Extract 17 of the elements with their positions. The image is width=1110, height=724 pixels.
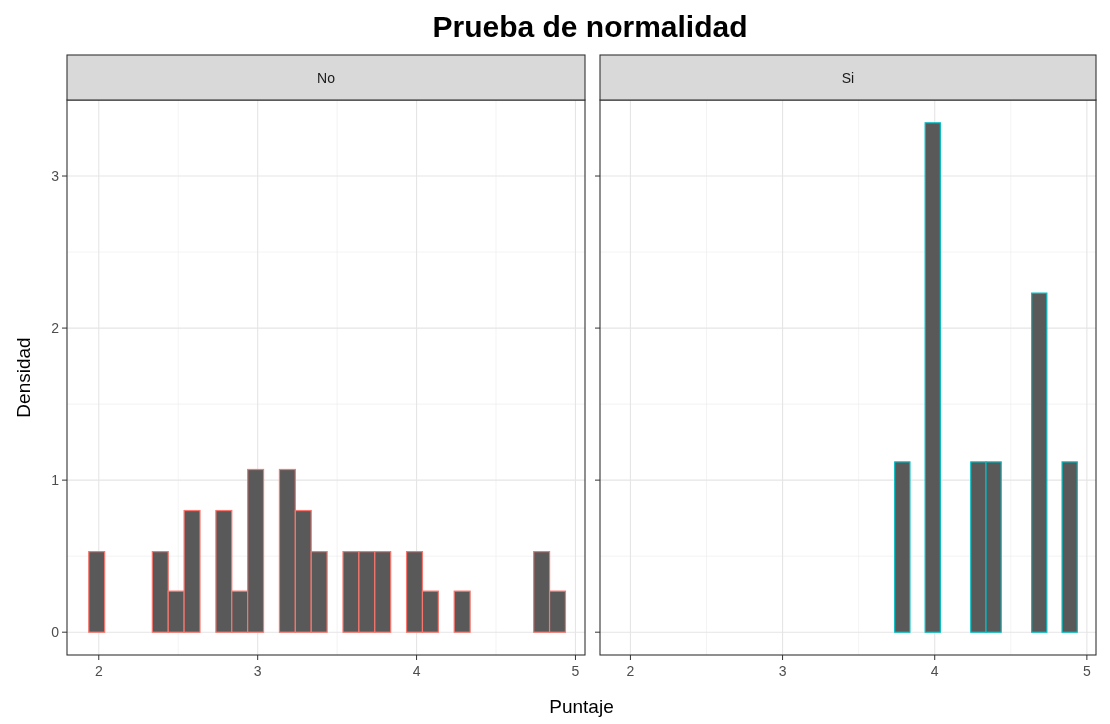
y-tick-label: 3 [51, 168, 60, 185]
y-tick-label: 1 [51, 472, 60, 489]
chart-subtitle: Si [841, 69, 855, 86]
y-tick-label: 0 [51, 624, 60, 641]
y-tick-label: 2 [51, 320, 60, 337]
x-tick-label: 3 [253, 663, 262, 679]
x-tick-label: 2 [94, 663, 103, 679]
x-tick-label: 4 [412, 663, 421, 679]
x-tick-label: 5 [571, 663, 580, 679]
x-tick-label: 2 [626, 663, 635, 679]
x-tick-label: 4 [930, 663, 939, 679]
x-axis-title: Puntaje [549, 696, 614, 717]
x-tick-label: 5 [1082, 663, 1091, 679]
chart-title: Prueba de normalidad [432, 10, 748, 43]
chart-subtitle: No [317, 69, 336, 86]
x-tick-label: 3 [778, 663, 787, 679]
y-axis-title: Densidad [13, 337, 34, 418]
